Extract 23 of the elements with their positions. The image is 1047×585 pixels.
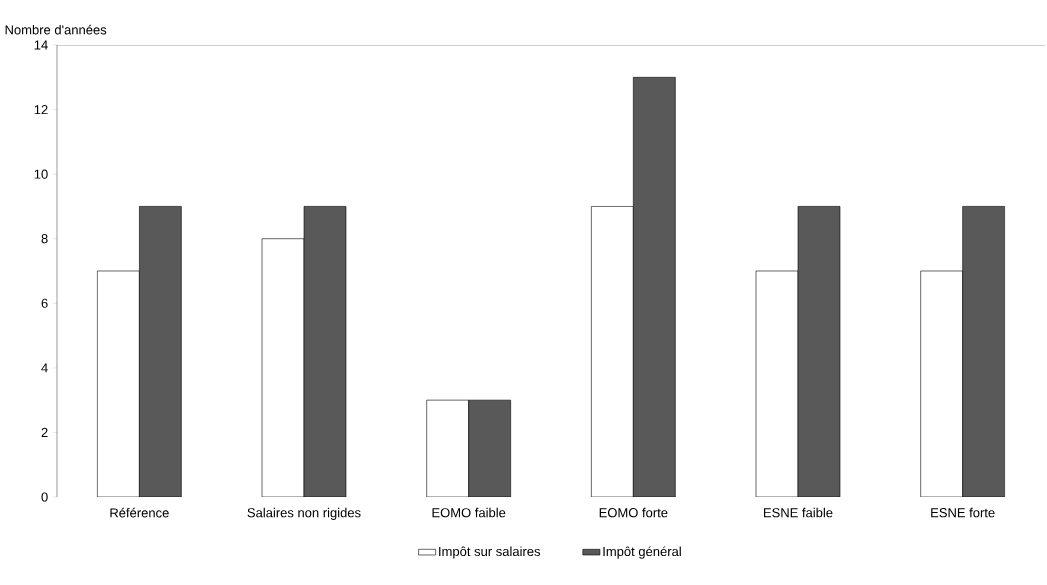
bar bbox=[962, 206, 1005, 497]
x-tick-label: Référence bbox=[110, 507, 169, 518]
y-tick-label: 4 bbox=[41, 363, 48, 373]
y-tick-label: 6 bbox=[41, 298, 48, 308]
y-tick-label: 2 bbox=[41, 427, 48, 437]
x-tick-label: EOMO forte bbox=[599, 507, 668, 518]
x-tick-label: ESNE forte bbox=[931, 507, 995, 518]
y-axis-title: Nombre d'années bbox=[5, 24, 107, 35]
bar bbox=[633, 76, 676, 497]
bar bbox=[303, 206, 347, 497]
y-tick-label: 10 bbox=[34, 169, 48, 179]
legend-label: Impôt général bbox=[603, 546, 681, 559]
bar bbox=[468, 399, 511, 497]
y-tick-label: 12 bbox=[34, 105, 48, 115]
x-tick-label: Salaires non rigides bbox=[247, 507, 361, 520]
bar bbox=[139, 206, 182, 497]
y-tick-label: 8 bbox=[41, 234, 48, 244]
x-tick-label: EOMO faible bbox=[432, 507, 506, 518]
bar bbox=[797, 206, 841, 497]
y-tick-label: 0 bbox=[41, 492, 48, 502]
legend-label: Impôt sur salaires bbox=[439, 546, 541, 559]
x-tick-label: ESNE faible bbox=[764, 507, 833, 518]
y-tick-label: 14 bbox=[34, 40, 48, 50]
